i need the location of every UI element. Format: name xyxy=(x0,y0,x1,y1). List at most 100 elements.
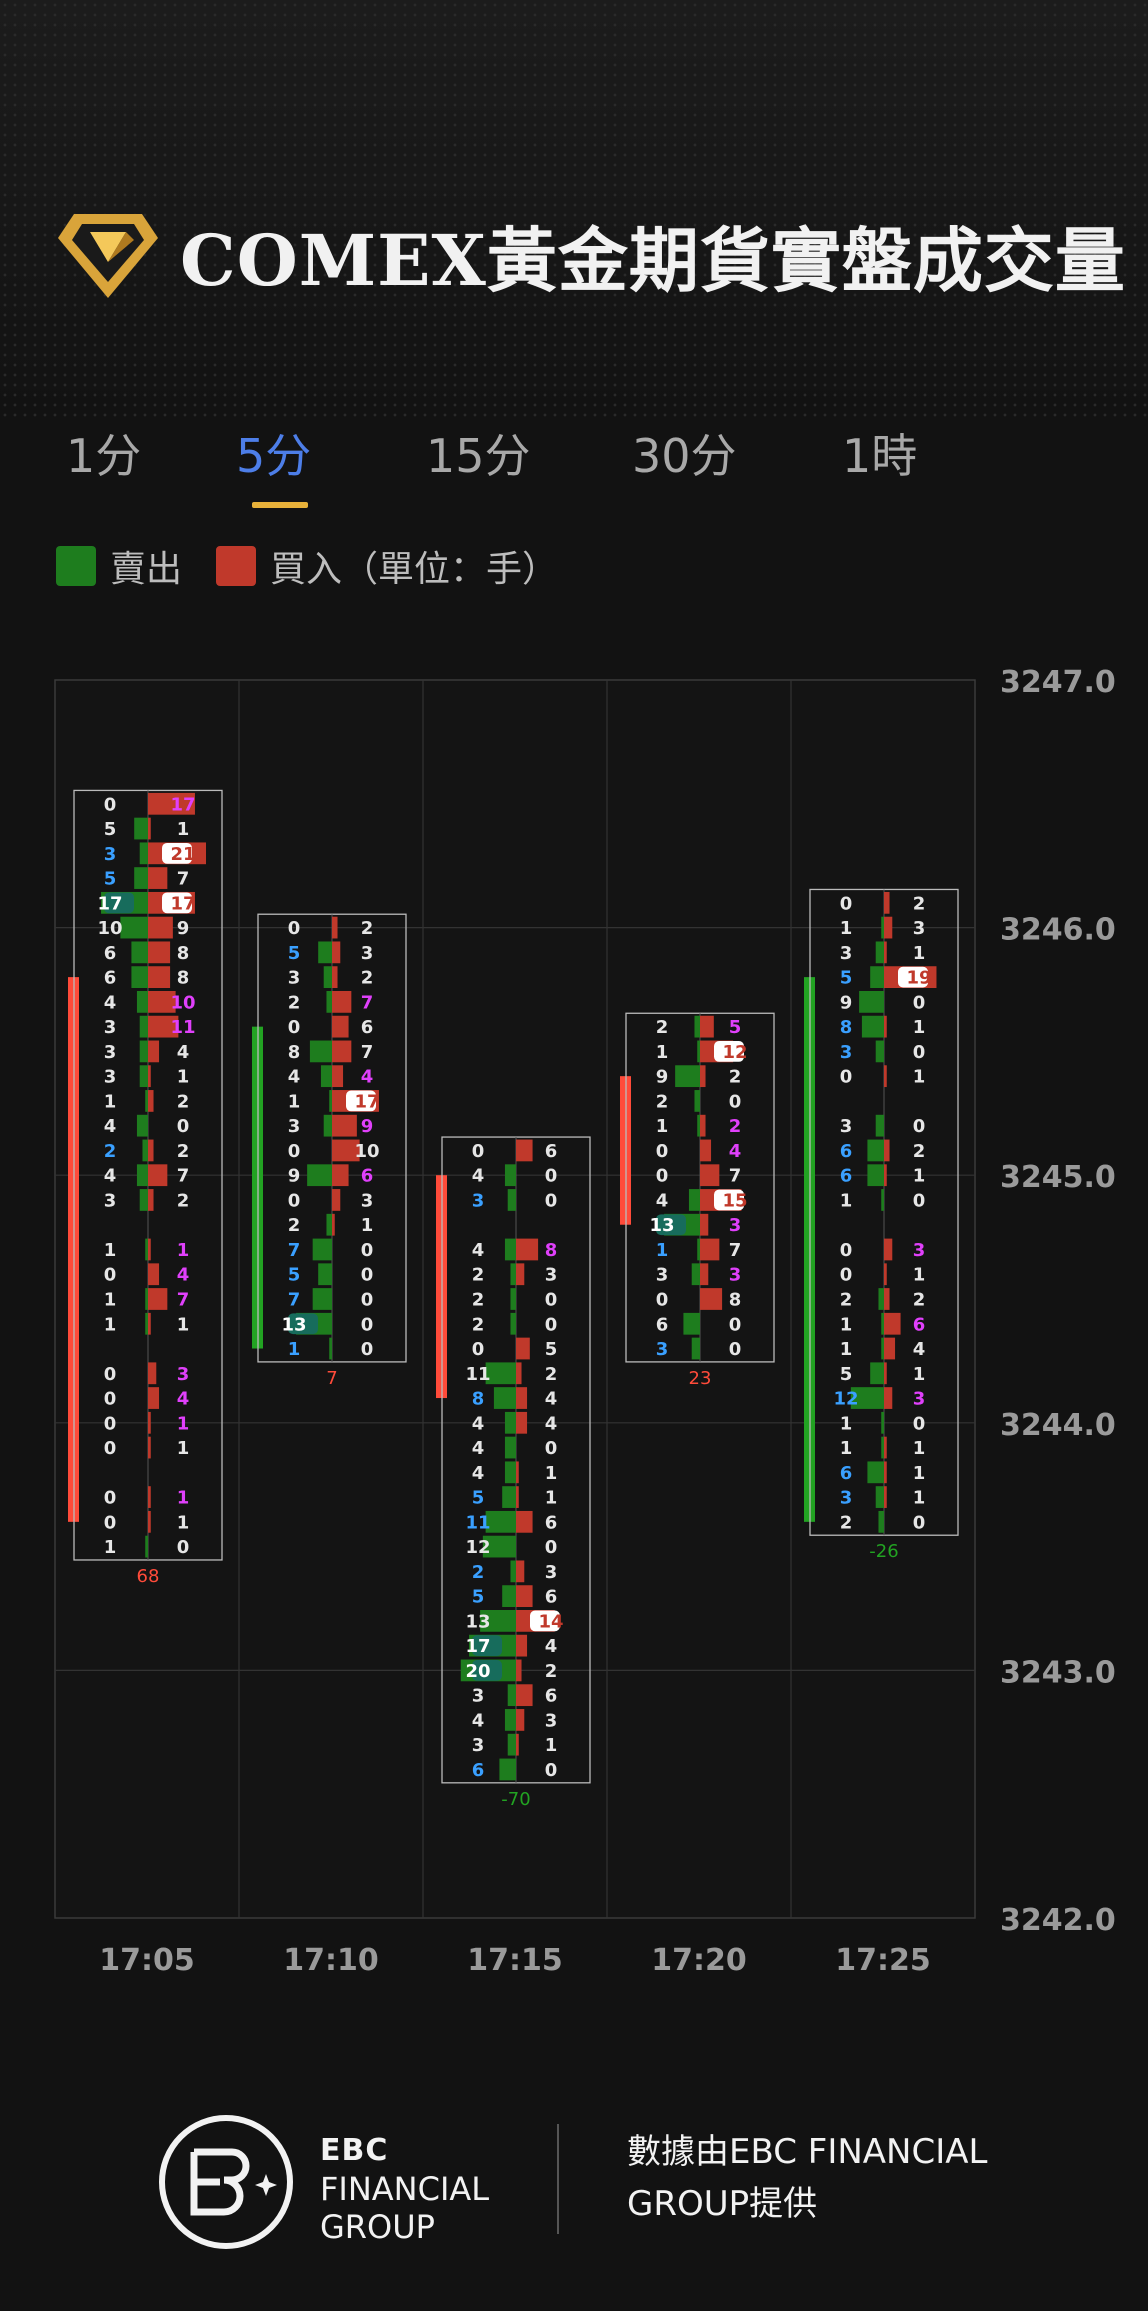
buy-volume-bar xyxy=(148,991,176,1013)
buy-volume-label: 0 xyxy=(913,1190,926,1211)
sell-volume-label: 3 xyxy=(104,844,117,865)
sell-volume-bar xyxy=(510,1560,516,1583)
buy-max-highlight xyxy=(898,966,928,988)
tab-30min[interactable]: 30分 xyxy=(632,429,737,483)
gold-diamond-icon xyxy=(58,214,158,298)
sell-volume-label: 13 xyxy=(281,1314,306,1335)
sell-volume-label: 0 xyxy=(104,1413,117,1434)
sell-volume-label: 1 xyxy=(656,1240,669,1261)
legend: 賣出 買入（單位：手） xyxy=(56,540,558,592)
buy-volume-bar xyxy=(516,1486,519,1508)
y-tick-label: 3247.0 xyxy=(1000,665,1116,700)
buy-volume-label: 1 xyxy=(177,1438,190,1459)
buy-volume-bar xyxy=(148,1139,154,1162)
sell-volume-label: 0 xyxy=(656,1290,669,1311)
buy-volume-bar xyxy=(884,1362,887,1385)
sell-volume-bar xyxy=(329,1090,332,1112)
sell-volume-bar xyxy=(502,1585,516,1607)
buy-volume-label: 1 xyxy=(913,1364,926,1385)
buy-volume-bar xyxy=(332,916,338,939)
sell-volume-label: 1 xyxy=(104,1091,117,1112)
sell-volume-label: 9 xyxy=(288,1166,301,1187)
buy-volume-label: 2 xyxy=(177,1141,190,1162)
sell-volume-bar xyxy=(326,1213,332,1236)
sell-volume-bar xyxy=(320,1065,332,1088)
buy-volume-label: 10 xyxy=(170,992,195,1013)
sell-volume-bar xyxy=(870,1362,884,1385)
sell-volume-label: 11 xyxy=(465,1512,490,1533)
sell-volume-label: 3 xyxy=(840,1042,853,1063)
sell-volume-label: 0 xyxy=(288,1017,301,1038)
sell-volume-bar xyxy=(881,1312,884,1335)
buy-volume-label: 7 xyxy=(729,1240,742,1261)
buy-volume-bar xyxy=(884,1065,887,1088)
buy-volume-bar xyxy=(884,1263,887,1286)
tab-1hour[interactable]: 1時 xyxy=(842,429,918,483)
sell-volume-bar xyxy=(867,1461,884,1484)
buy-volume-label: 0 xyxy=(729,1314,742,1335)
buy-volume-bar xyxy=(332,991,352,1013)
sell-volume-bar xyxy=(875,1114,884,1137)
sell-volume-bar xyxy=(323,1114,332,1137)
buy-volume-label: 3 xyxy=(361,1190,374,1211)
buy-volume-bar xyxy=(700,1164,720,1187)
buy-max-highlight xyxy=(346,1090,376,1112)
buy-volume-label: 0 xyxy=(545,1166,558,1187)
buy-max-highlight xyxy=(530,1610,560,1632)
sell-volume-label: 1 xyxy=(840,1413,853,1434)
sell-volume-label: 3 xyxy=(472,1735,485,1756)
sell-volume-bar xyxy=(134,817,148,840)
buy-volume-bar xyxy=(516,1337,530,1360)
buy-volume-label: 7 xyxy=(177,869,190,890)
buy-volume-bar xyxy=(516,1659,522,1682)
y-tick-label: 3243.0 xyxy=(1000,1655,1116,1690)
buy-volume-bar xyxy=(148,1263,160,1286)
sell-volume-label: 0 xyxy=(104,794,117,815)
sell-volume-label: 2 xyxy=(472,1290,485,1311)
sell-volume-bar xyxy=(145,1090,148,1112)
tab-5min[interactable]: 5分 xyxy=(236,429,312,483)
sell-volume-bar xyxy=(875,1486,884,1508)
buy-volume-bar xyxy=(332,1065,344,1088)
sell-volume-label: 12 xyxy=(465,1537,490,1558)
buy-volume-bar xyxy=(332,1040,352,1063)
sell-volume-label: 4 xyxy=(472,1240,485,1261)
sell-volume-bar xyxy=(881,1436,884,1459)
buy-volume-bar xyxy=(148,867,168,889)
buy-volume-bar xyxy=(516,1362,522,1385)
footer: EBC FINANCIAL GROUP 數據由EBC FINANCIAL GRO… xyxy=(0,2100,1148,2260)
sell-volume-label: 1 xyxy=(840,918,853,939)
sell-max-highlight xyxy=(656,1214,686,1236)
sell-volume-label: 6 xyxy=(104,968,117,989)
buy-volume-bar xyxy=(148,1312,151,1335)
sell-max-highlight xyxy=(472,1660,502,1681)
sell-volume-label: 1 xyxy=(288,1091,301,1112)
buy-volume-label: 0 xyxy=(545,1438,558,1459)
buy-volume-label: 1 xyxy=(177,1240,190,1261)
sell-volume-bar xyxy=(120,916,148,939)
buy-volume-bar xyxy=(148,1164,168,1187)
tab-1min[interactable]: 1分 xyxy=(66,429,142,483)
buy-volume-bar xyxy=(700,1263,709,1286)
brand-line-1: EBC xyxy=(320,2133,389,2168)
sell-volume-label: 0 xyxy=(104,1389,117,1410)
buy-volume-bar xyxy=(700,1238,720,1261)
buy-volume-label: 17 xyxy=(170,794,195,815)
sell-max-highlight xyxy=(104,892,134,914)
buy-volume-label: 2 xyxy=(913,1290,926,1311)
buy-volume-bar xyxy=(148,1189,154,1211)
buy-volume-bar xyxy=(884,1288,890,1310)
x-tick-label: 17:05 xyxy=(99,1943,195,1978)
sell-volume-bar xyxy=(131,966,148,988)
buy-volume-bar xyxy=(148,1387,160,1409)
sell-volume-bar xyxy=(697,1114,700,1137)
buy-volume-bar xyxy=(516,1461,519,1484)
buy-volume-label: 1 xyxy=(177,1512,190,1533)
buy-volume-label: 0 xyxy=(545,1190,558,1211)
buy-volume-label: 6 xyxy=(545,1587,558,1608)
buy-volume-bar xyxy=(332,1189,341,1211)
sell-volume-label: 4 xyxy=(472,1438,485,1459)
buy-volume-bar xyxy=(884,941,887,964)
buy-volume-label: 1 xyxy=(177,1067,190,1088)
tab-15min[interactable]: 15分 xyxy=(426,429,531,483)
